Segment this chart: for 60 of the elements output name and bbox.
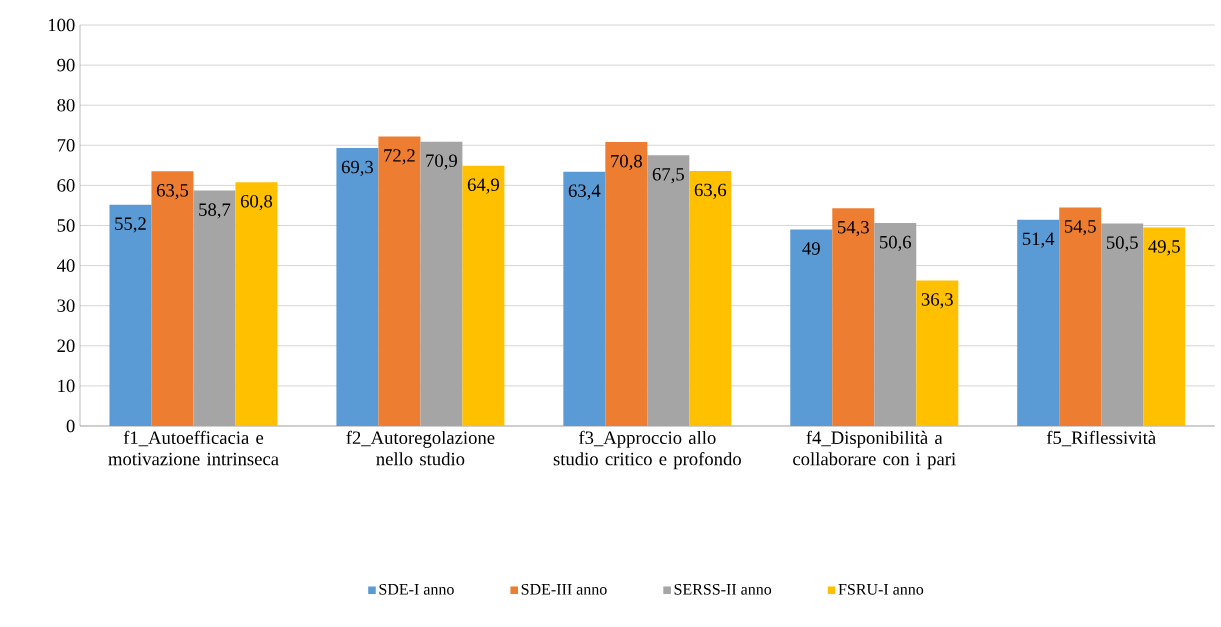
y-tick-label: 10 [58, 379, 75, 393]
legend-label: SDE-III anno [521, 583, 607, 595]
legend-label: SERSS-II anno [674, 583, 772, 595]
x-tick-label: f4_Disponibilità a collaborare con i pari [793, 430, 956, 470]
x-tick-label: f3_Approccio allo studio critico e profondo [553, 430, 741, 470]
data-label: 63,6 [694, 183, 727, 199]
legend-label: SDE-I anno [379, 583, 454, 595]
bar [874, 223, 917, 426]
bar [647, 155, 690, 426]
data-label: 64,9 [467, 178, 499, 194]
y-tick-label: 90 [57, 58, 75, 72]
data-label: 54,5 [1064, 220, 1096, 236]
data-label: 70,8 [611, 154, 642, 171]
x-tick-label: f5_Riflessività [1046, 430, 1156, 447]
y-tick-label: 80 [57, 98, 75, 112]
bar [605, 142, 648, 426]
data-label: 55,2 [115, 217, 146, 233]
data-label: 54,3 [838, 220, 869, 237]
bar [151, 171, 194, 426]
bar [563, 171, 606, 426]
legend-label: FSRU-I anno [838, 583, 924, 595]
bar [916, 280, 959, 426]
bar [420, 141, 463, 426]
data-label: 63,5 [156, 184, 189, 200]
y-tick-label: 30 [57, 299, 75, 312]
data-label: 70,9 [426, 154, 457, 170]
data-label: 36,3 [921, 293, 953, 309]
data-label: 50,6 [880, 235, 912, 252]
data-label: 58,7 [199, 203, 231, 219]
bar [193, 190, 236, 426]
bar [462, 165, 505, 426]
x-tick-label: f1_Autoefficacia e motivazione intrinseca [108, 430, 279, 466]
y-tick-label: 60 [57, 179, 75, 192]
bar [109, 204, 152, 426]
bar [336, 148, 379, 426]
data-label: 49,5 [1148, 240, 1180, 256]
bar [790, 229, 833, 426]
bar [832, 208, 875, 426]
data-label: 50,5 [1106, 236, 1138, 252]
y-tick-label: 20 [57, 339, 75, 353]
data-label: 67,5 [652, 168, 684, 184]
data-label: 60,8 [240, 194, 273, 211]
y-tick-label: 100 [48, 18, 75, 32]
data-label: 69,3 [341, 160, 374, 177]
data-label: 72,2 [384, 149, 415, 165]
bar [689, 170, 732, 426]
x-tick-label: f2_Autoregolazione nello studio [346, 430, 495, 466]
bar [235, 182, 278, 426]
bar [1143, 227, 1186, 426]
bar [1059, 207, 1102, 426]
bar [378, 136, 421, 426]
data-label: 49 [802, 242, 820, 255]
y-tick-label: 0 [66, 419, 75, 433]
data-label: 51,4 [1022, 232, 1055, 248]
bar [1101, 223, 1144, 426]
y-tick-label: 40 [56, 259, 75, 272]
y-tick-label: 70 [57, 138, 75, 152]
y-tick-label: 50 [57, 219, 75, 232]
bar [1017, 219, 1060, 426]
data-label: 63,4 [568, 184, 601, 200]
